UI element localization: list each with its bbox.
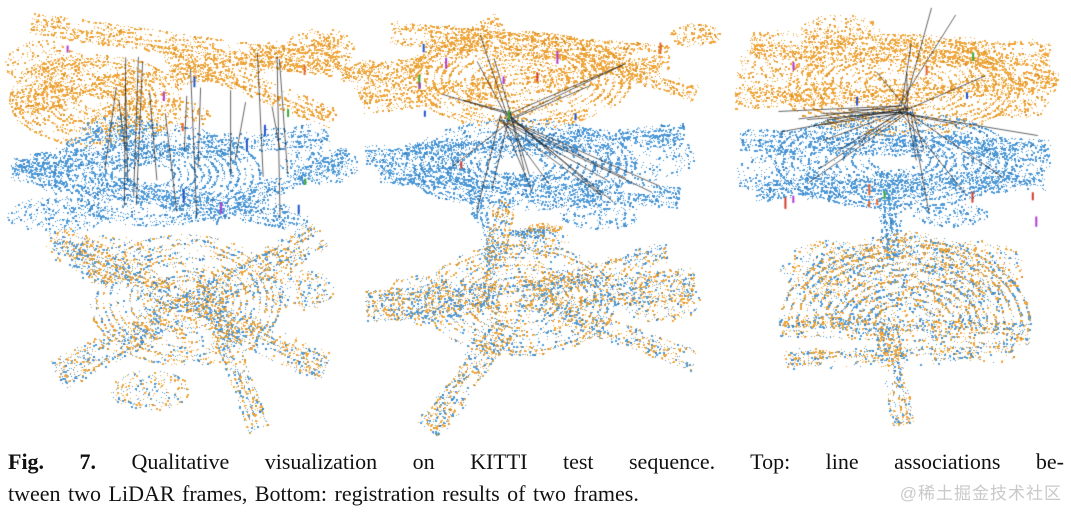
- caption-line-1: Fig. 7. Qualitative visualization on KIT…: [8, 446, 1064, 478]
- caption-text-line-2: tween two LiDAR frames, Bottom: registra…: [8, 481, 639, 506]
- panel-bottom-middle-registration: [360, 235, 710, 440]
- panel-bottom-left-registration: [30, 235, 360, 440]
- panel-top-right-association: [714, 0, 1071, 235]
- watermark: @稀土掘金技术社区: [899, 484, 1062, 503]
- figure-caption: Fig. 7. Qualitative visualization on KIT…: [8, 446, 1064, 510]
- pointcloud-figure-canvas: [0, 0, 1071, 445]
- caption-line-2: tween two LiDAR frames, Bottom: registra…: [8, 478, 1064, 510]
- caption-label: Fig. 7.: [8, 449, 97, 474]
- panel-top-middle-association: [357, 0, 714, 235]
- caption-text-line-1: Qualitative visualization on KITTI test …: [131, 449, 1065, 474]
- panel-bottom-right-registration: [720, 235, 1040, 440]
- panel-top-left-association: [0, 0, 357, 235]
